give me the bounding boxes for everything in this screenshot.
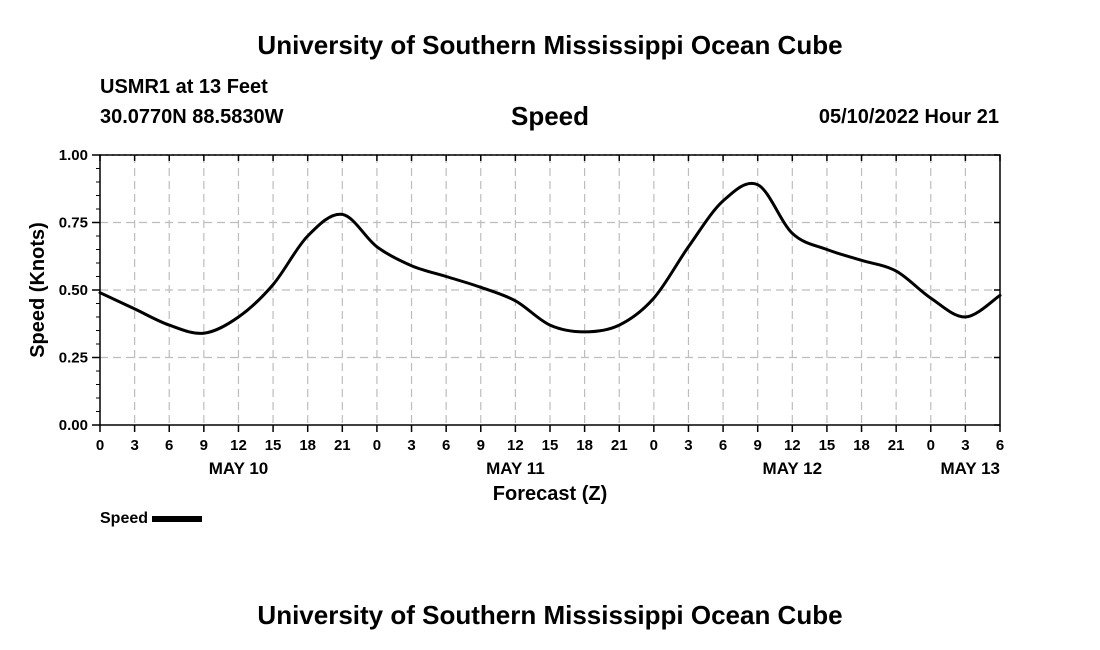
y-tick-label: 0.25 xyxy=(59,350,88,367)
axes: 0 3 6 9 12 15 18 21 0 3 6 9 12 15 18 21 0 3 6 9 12 15 18 21 0 3 6 M… xyxy=(59,147,1004,478)
y-tick-label: 1.00 xyxy=(59,147,88,164)
x-tick-label: 9 xyxy=(200,437,208,454)
x-tick-label: 12 xyxy=(230,437,247,454)
legend-label: Speed xyxy=(100,510,149,527)
x-tick-label: 3 xyxy=(407,437,415,454)
x-tick-label: 18 xyxy=(576,437,593,454)
date-label: MAY 13 xyxy=(940,459,1000,478)
legend: Speed xyxy=(100,510,203,528)
x-tick-label: 21 xyxy=(888,437,905,454)
date-label: MAY 12 xyxy=(763,459,823,478)
x-tick-label: 21 xyxy=(334,437,351,454)
y-axis-label: Speed (Knots) xyxy=(27,222,49,358)
x-tick-label: 6 xyxy=(719,437,727,454)
x-tick-label: 0 xyxy=(927,437,935,454)
date-label: MAY 10 xyxy=(209,459,269,478)
x-tick-label: 15 xyxy=(819,437,836,454)
x-tick-label: 6 xyxy=(165,437,173,454)
chart-title: University of Southern Mississippi Ocean… xyxy=(257,30,843,60)
grid-lines xyxy=(100,154,1000,425)
x-tick-label: 6 xyxy=(442,437,450,454)
x-tick-label: 3 xyxy=(961,437,969,454)
x-tick-label: 9 xyxy=(477,437,485,454)
x-tick-label: 0 xyxy=(96,437,104,454)
datetime-label: 05/10/2022 Hour 21 xyxy=(818,106,999,128)
x-tick-label: 12 xyxy=(784,437,801,454)
x-tick-label: 9 xyxy=(754,437,762,454)
x-tick-label: 18 xyxy=(299,437,316,454)
x-tick-label: 3 xyxy=(130,437,138,454)
x-tick-label: 18 xyxy=(853,437,870,454)
coordinates-label: 30.0770N 88.5830W xyxy=(100,106,284,128)
x-axis-label: Forecast (Z) xyxy=(493,483,607,505)
y-tick-label: 0.75 xyxy=(59,215,88,232)
x-tick-label: 6 xyxy=(996,437,1004,454)
x-tick-label: 3 xyxy=(684,437,692,454)
x-tick-label: 0 xyxy=(650,437,658,454)
legend-swatch xyxy=(152,516,203,522)
speed-series-line xyxy=(98,181,1002,335)
parameter-title: Speed xyxy=(510,101,590,131)
x-tick-label: 21 xyxy=(611,437,628,454)
y-tick-label: 0.50 xyxy=(59,282,88,299)
x-tick-label: 15 xyxy=(265,437,282,454)
x-tick-label: 15 xyxy=(542,437,559,454)
station-label: USMR1 at 13 Feet xyxy=(100,76,268,98)
footer-title: University of Southern Mississippi Ocean… xyxy=(257,600,843,630)
x-tick-label: 0 xyxy=(373,437,381,454)
x-tick-label: 12 xyxy=(507,437,524,454)
date-label: MAY 11 xyxy=(486,459,545,478)
y-tick-label: 0.00 xyxy=(59,417,88,434)
